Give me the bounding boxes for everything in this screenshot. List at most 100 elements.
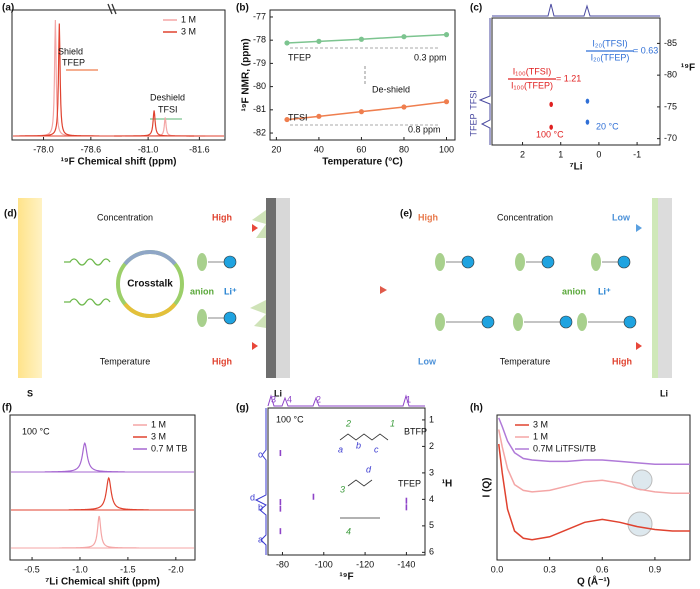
annotation: I₁₀₀(TFSI) bbox=[513, 66, 552, 76]
label: Temperature bbox=[500, 356, 551, 366]
annotation: a bbox=[258, 534, 263, 544]
peak-spot bbox=[549, 124, 553, 130]
x-tick-label: -0.5 bbox=[24, 564, 40, 574]
y-axis-label: ¹H bbox=[442, 479, 453, 490]
annotation: 4 bbox=[287, 394, 292, 404]
y-tick-label: -85 bbox=[664, 38, 677, 48]
annotation: 3 bbox=[271, 394, 276, 404]
plot-frame bbox=[491, 17, 661, 146]
y-tick-label: 3 bbox=[429, 467, 434, 477]
point bbox=[316, 113, 322, 119]
label: Li bbox=[274, 388, 282, 398]
y-tick-label: 5 bbox=[429, 520, 434, 530]
x-tick-label: -1.5 bbox=[120, 564, 136, 574]
plot-frame bbox=[269, 9, 456, 141]
panel-label: (d) bbox=[4, 209, 17, 220]
peak bbox=[19, 23, 100, 137]
annotation: TFEP bbox=[398, 478, 421, 488]
plot-frame bbox=[11, 9, 226, 141]
x-tick-label: 0.9 bbox=[649, 564, 662, 574]
interphase bbox=[250, 210, 266, 328]
panel-label: (h) bbox=[470, 403, 483, 414]
annotation-mark bbox=[107, 3, 117, 15]
label: anion bbox=[190, 286, 214, 296]
y-tick-label: -80 bbox=[664, 70, 677, 80]
annotation: 1 bbox=[406, 394, 411, 404]
legend-label: 1 M bbox=[151, 419, 166, 429]
anion bbox=[197, 253, 207, 271]
label: Low bbox=[418, 356, 437, 366]
y-tick-label: -78 bbox=[253, 35, 266, 45]
point bbox=[316, 38, 322, 44]
legend-label: 0.7M LiTFSI/TB bbox=[533, 443, 596, 453]
series-line bbox=[286, 33, 447, 44]
x-tick-label: 20 bbox=[271, 144, 281, 154]
legend-label: 1 M bbox=[533, 431, 548, 441]
annotation: 100 °C bbox=[276, 414, 304, 424]
annotation: I₂₀(TFEP) bbox=[591, 52, 630, 62]
annotation: d bbox=[250, 492, 255, 502]
peak-spot bbox=[279, 528, 282, 535]
annotation: 100 °C bbox=[22, 426, 50, 436]
x-tick-label: -81.6 bbox=[189, 144, 210, 154]
projections bbox=[254, 3, 660, 555]
x-tick-label: -2.0 bbox=[168, 564, 184, 574]
peak bbox=[68, 476, 149, 511]
point bbox=[443, 32, 450, 38]
series-line bbox=[286, 100, 447, 121]
y-axis-label: I (Q) bbox=[482, 478, 493, 498]
y-axis-label: ¹⁹F NMR, (ppm) bbox=[241, 38, 252, 111]
panel-label: (e) bbox=[400, 209, 412, 220]
annotation: 0.3 ppm bbox=[414, 52, 447, 62]
x-tick-label: -81.0 bbox=[138, 144, 159, 154]
annotation: = 0.63 bbox=[633, 45, 658, 55]
x-axis-label: Q (Å⁻¹) bbox=[577, 575, 610, 588]
panel-label: (b) bbox=[236, 3, 249, 14]
label: High bbox=[212, 356, 232, 366]
x-tick-label: 1 bbox=[558, 149, 563, 159]
structure-label: 1 bbox=[390, 418, 395, 428]
plot-frame bbox=[267, 407, 426, 556]
annotation: TFEP bbox=[468, 113, 478, 136]
x-tick-label: 0.0 bbox=[491, 564, 504, 574]
panel-label: (a) bbox=[2, 3, 14, 14]
label: High bbox=[212, 212, 232, 222]
x-tick-label: 0.3 bbox=[543, 564, 556, 574]
peak bbox=[114, 110, 195, 137]
annotation: De-shield bbox=[372, 84, 410, 94]
label: Li bbox=[660, 388, 668, 398]
crosstalk-arc bbox=[123, 250, 177, 266]
li-electrode bbox=[266, 198, 276, 378]
peak-spot bbox=[405, 504, 408, 511]
x-tick-label: 100 bbox=[439, 144, 454, 154]
y-tick-label: -81 bbox=[253, 104, 266, 114]
label: Li⁺ bbox=[598, 286, 611, 296]
label: Li⁺ bbox=[224, 286, 237, 296]
legend-label: 0.7 M TB bbox=[151, 443, 187, 453]
series-label: TFSI bbox=[288, 112, 308, 122]
annotation: TFSI bbox=[468, 90, 478, 110]
diagram-d: (d) Concentration High Temperature High … bbox=[4, 198, 387, 398]
y-tick-label: -70 bbox=[664, 133, 677, 143]
label: High bbox=[612, 356, 632, 366]
annotation: 2 bbox=[316, 394, 321, 404]
plot-frame bbox=[496, 414, 691, 561]
label: anion bbox=[562, 286, 586, 296]
arrow-head bbox=[252, 224, 258, 232]
peak bbox=[15, 19, 96, 137]
li-ions bbox=[461, 255, 637, 329]
annotation: Shield bbox=[58, 46, 83, 56]
peak-spot bbox=[312, 493, 315, 500]
legend-label: 1 M bbox=[181, 14, 196, 24]
li-ion bbox=[223, 255, 237, 269]
peak-spot bbox=[405, 497, 408, 504]
structure-label: b bbox=[356, 440, 361, 450]
panel-label: (g) bbox=[236, 403, 249, 414]
label: Temperature bbox=[100, 356, 151, 366]
arrow-head bbox=[636, 342, 642, 350]
y-tick-label: -77 bbox=[253, 11, 266, 21]
x-tick-label: -78.6 bbox=[81, 144, 102, 154]
annotation: Deshield bbox=[150, 92, 185, 102]
pair-arrows bbox=[446, 261, 624, 323]
point bbox=[358, 109, 365, 115]
